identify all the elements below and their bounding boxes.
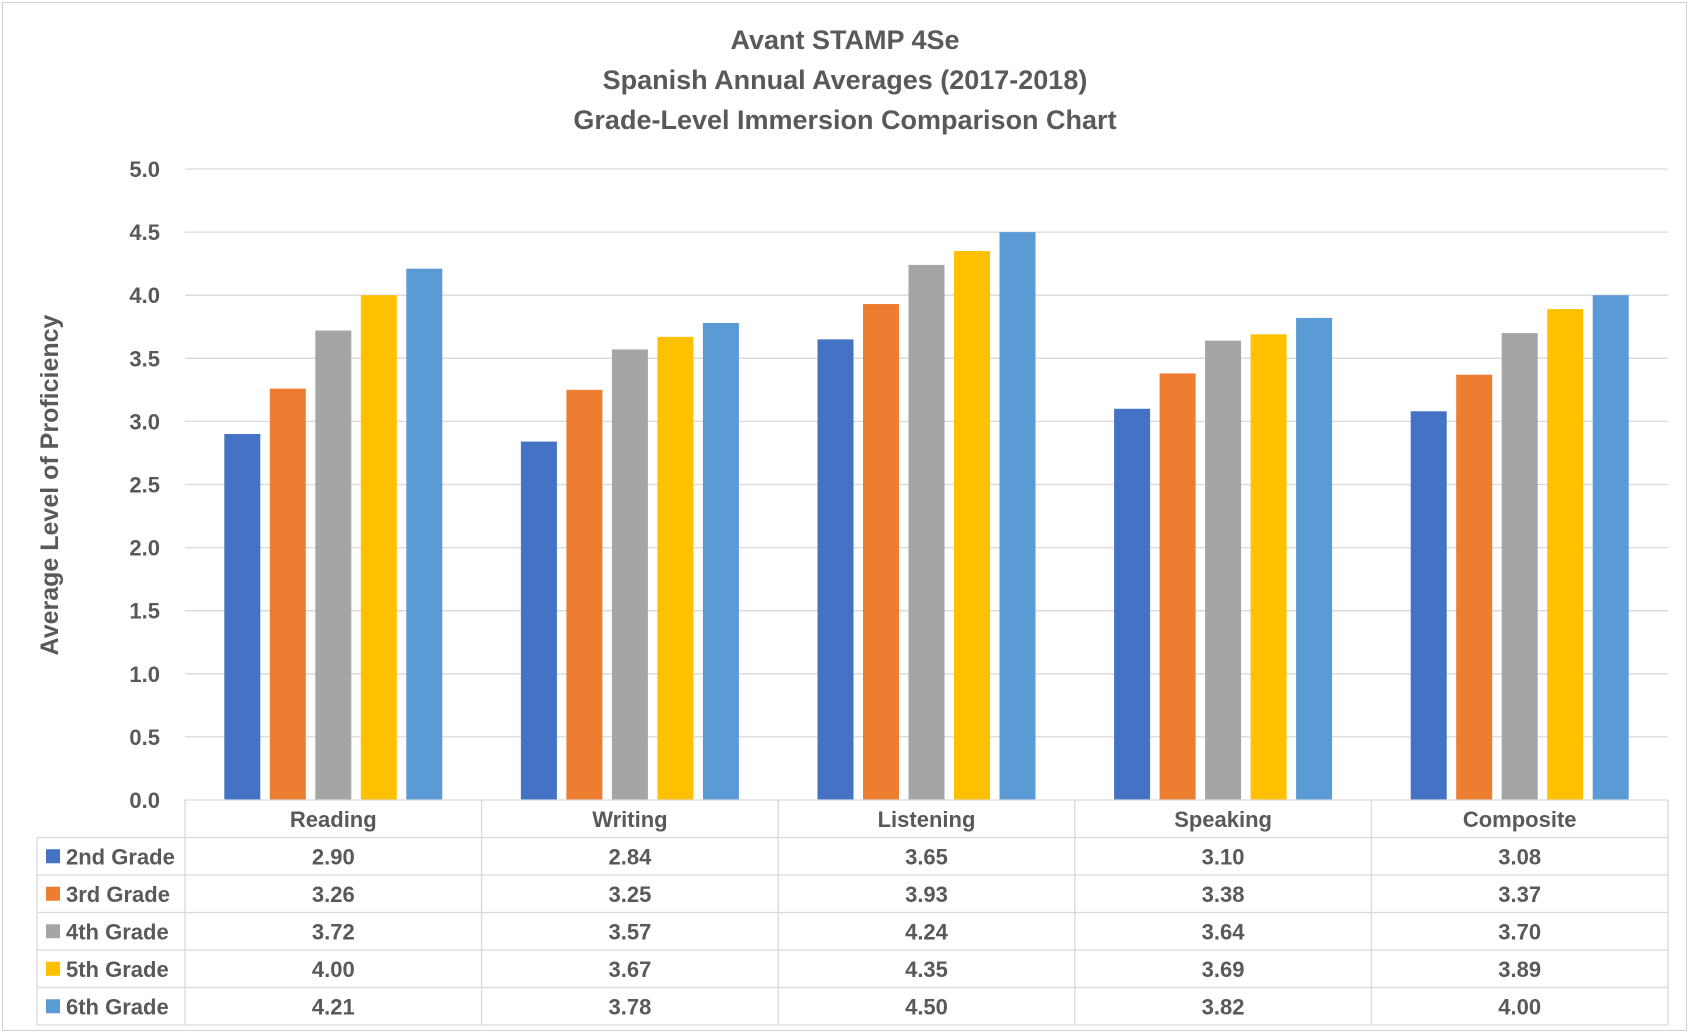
y-tick-label: 2.0 — [129, 536, 160, 561]
y-tick-label: 3.0 — [129, 409, 160, 434]
y-tick-label: 3.5 — [129, 346, 160, 371]
category-label: Speaking — [1174, 807, 1272, 832]
bar — [908, 264, 945, 800]
bar — [954, 251, 990, 800]
bar — [611, 349, 648, 800]
data-value: 4.35 — [905, 957, 948, 982]
data-value: 3.67 — [608, 957, 651, 982]
chart-title-line-2: Spanish Annual Averages (2017-2018) — [603, 65, 1088, 95]
data-value: 4.21 — [312, 994, 355, 1019]
y-tick-label: 4.0 — [129, 283, 160, 308]
y-tick-label: 1.5 — [129, 599, 160, 624]
category-label: Composite — [1463, 807, 1577, 832]
data-table: Reading Writing Listening Speaking Composite… — [36, 799, 1669, 1026]
data-value: 3.65 — [905, 844, 948, 869]
legend-entry: 2nd Grade — [66, 844, 175, 869]
bar — [1205, 340, 1242, 800]
data-value: 3.69 — [1202, 957, 1245, 982]
legend-entry: 5th Grade — [66, 957, 169, 982]
bar — [1592, 295, 1629, 800]
data-value: 3.72 — [312, 919, 355, 944]
legend-key — [46, 886, 60, 901]
data-value: 3.57 — [608, 919, 651, 944]
y-tick-label: 1.0 — [129, 662, 160, 687]
category-label: Reading — [290, 807, 377, 832]
data-value: 3.25 — [608, 882, 651, 907]
data-value: 4.24 — [905, 919, 949, 944]
bar — [360, 295, 397, 800]
y-tick-labels: 0.0 0.5 1.0 1.5 2.0 2.5 3.0 3.5 4.0 4.5 5.0 — [129, 157, 160, 813]
legend-entry: 4th Grade — [66, 919, 169, 944]
data-value: 4.00 — [1498, 994, 1541, 1019]
bar — [520, 441, 557, 800]
legend-key — [46, 961, 60, 976]
legend-key — [46, 849, 60, 864]
chart-title: Avant STAMP 4Se Spanish Annual Averages … — [573, 25, 1116, 135]
category-label: Listening — [878, 807, 976, 832]
legend-entry: 3rd Grade — [66, 882, 170, 907]
bar — [863, 304, 899, 800]
bar — [224, 434, 261, 800]
bars — [224, 232, 1629, 801]
data-value: 4.50 — [905, 994, 948, 1019]
bar — [1410, 411, 1447, 800]
chart-title-line-3: Grade-Level Immersion Comparison Chart — [573, 105, 1116, 135]
data-value: 2.90 — [312, 844, 355, 869]
bar — [702, 322, 739, 800]
data-value: 3.38 — [1202, 882, 1245, 907]
y-tick-label: 4.5 — [129, 220, 160, 245]
bar — [1114, 408, 1151, 800]
data-value: 3.78 — [608, 994, 651, 1019]
y-tick-label: 2.5 — [129, 473, 160, 498]
category-label: Writing — [592, 807, 667, 832]
bar — [1250, 334, 1287, 800]
bar — [1501, 333, 1538, 800]
data-value: 3.10 — [1202, 844, 1245, 869]
bar — [1159, 373, 1196, 800]
bar — [817, 339, 854, 800]
bar — [1296, 317, 1333, 800]
y-axis-label: Average Level of Proficiency — [36, 314, 64, 655]
bar — [657, 336, 694, 800]
y-tick-label: 5.0 — [129, 157, 160, 182]
data-value: 4.00 — [312, 957, 355, 982]
data-value: 3.37 — [1498, 882, 1541, 907]
bar — [315, 330, 352, 800]
data-value: 3.08 — [1498, 844, 1541, 869]
bar — [1456, 374, 1493, 800]
bar — [406, 268, 443, 800]
data-value: 3.89 — [1498, 957, 1541, 982]
data-value: 3.82 — [1202, 994, 1245, 1019]
y-tick-label: 0.5 — [129, 725, 160, 750]
legend-key — [46, 924, 60, 939]
data-value: 3.70 — [1498, 919, 1541, 944]
bar — [999, 232, 1036, 801]
y-tick-label: 0.0 — [129, 788, 160, 813]
legend-key — [46, 999, 60, 1014]
data-value: 2.84 — [608, 844, 652, 869]
chart-title-line-1: Avant STAMP 4Se — [730, 25, 959, 55]
data-value: 3.64 — [1202, 919, 1246, 944]
legend-entry: 6th Grade — [66, 994, 169, 1019]
data-value: 3.26 — [312, 882, 355, 907]
bar — [269, 388, 306, 800]
bar — [566, 389, 603, 800]
data-value: 3.93 — [905, 882, 948, 907]
bar — [1547, 309, 1584, 800]
